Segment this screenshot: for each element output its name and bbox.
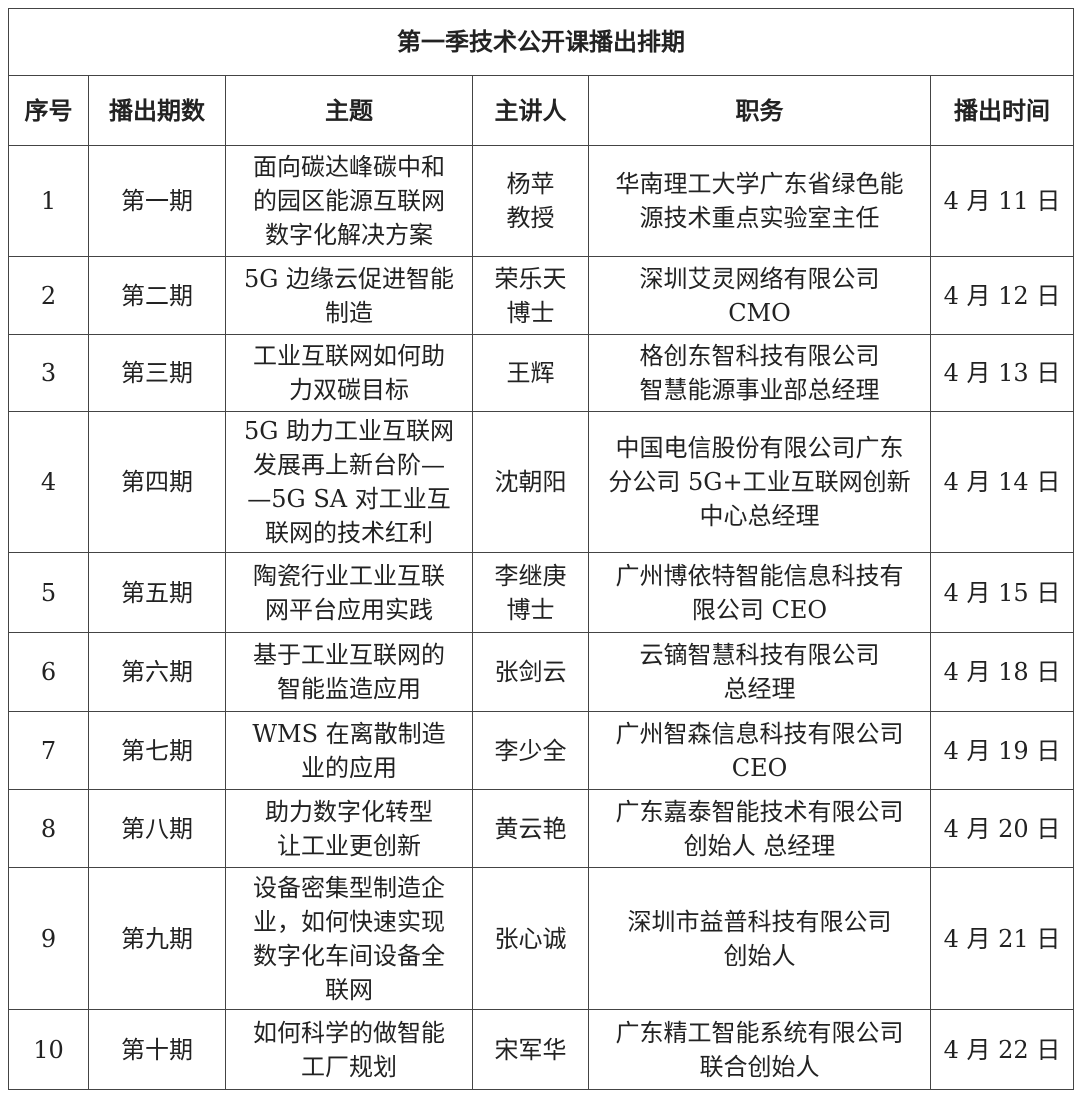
header-topic: 主题	[225, 75, 473, 146]
cell-position: 广州智森信息科技有限公司 CEO	[588, 711, 931, 790]
cell-air-date: 4 月 20 日	[930, 789, 1074, 868]
cell-position: 格创东智科技有限公司 智慧能源事业部总经理	[588, 334, 931, 412]
table-row: 1 第一期 面向碳达峰碳中和 的园区能源互联网 数字化解决方案 杨苹 教授 华南理工大学…	[8, 145, 1074, 257]
cell-topic: 如何科学的做智能 工厂规划	[225, 1009, 473, 1090]
cell-speaker: 杨苹 教授	[472, 145, 589, 257]
cell-episode: 第一期	[88, 145, 226, 257]
cell-index: 7	[8, 711, 89, 790]
cell-air-date: 4 月 21 日	[930, 867, 1074, 1010]
cell-episode: 第七期	[88, 711, 226, 790]
cell-episode: 第六期	[88, 632, 226, 712]
cell-speaker: 李少全	[472, 711, 589, 790]
cell-episode: 第五期	[88, 552, 226, 633]
cell-air-date: 4 月 19 日	[930, 711, 1074, 790]
cell-speaker: 张剑云	[472, 632, 589, 712]
cell-index: 9	[8, 867, 89, 1010]
cell-topic: 5G 助力工业互联网 发展再上新台阶— —5G SA 对工业互 联网的技术红利	[225, 411, 473, 553]
cell-episode: 第十期	[88, 1009, 226, 1090]
header-row: 序号 播出期数 主题 主讲人 职务 播出时间	[8, 75, 1074, 146]
cell-air-date: 4 月 13 日	[930, 334, 1074, 412]
table-row: 7 第七期 WMS 在离散制造 业的应用 李少全 广州智森信息科技有限公司 CEO 4 月…	[8, 711, 1074, 790]
cell-topic: 工业互联网如何助 力双碳目标	[225, 334, 473, 412]
cell-episode: 第三期	[88, 334, 226, 412]
header-index: 序号	[8, 75, 89, 146]
cell-index: 3	[8, 334, 89, 412]
cell-episode: 第八期	[88, 789, 226, 868]
cell-air-date: 4 月 22 日	[930, 1009, 1074, 1090]
cell-index: 4	[8, 411, 89, 553]
cell-speaker: 沈朝阳	[472, 411, 589, 553]
table-title: 第一季技术公开课播出排期	[8, 8, 1074, 76]
table-row: 9 第九期 设备密集型制造企 业，如何快速实现 数字化车间设备全 联网 张心诚 深圳市益…	[8, 867, 1074, 1010]
cell-position: 中国电信股份有限公司广东 分公司 5G+工业互联网创新 中心总经理	[588, 411, 931, 553]
cell-speaker: 张心诚	[472, 867, 589, 1010]
cell-speaker: 李继庚 博士	[472, 552, 589, 633]
cell-position: 广州博依特智能信息科技有 限公司 CEO	[588, 552, 931, 633]
cell-topic: 基于工业互联网的 智能监造应用	[225, 632, 473, 712]
cell-air-date: 4 月 14 日	[930, 411, 1074, 553]
cell-air-date: 4 月 18 日	[930, 632, 1074, 712]
cell-topic: 面向碳达峰碳中和 的园区能源互联网 数字化解决方案	[225, 145, 473, 257]
cell-air-date: 4 月 15 日	[930, 552, 1074, 633]
table-row: 4 第四期 5G 助力工业互联网 发展再上新台阶— —5G SA 对工业互 联网的技…	[8, 411, 1074, 553]
table-row: 6 第六期 基于工业互联网的 智能监造应用 张剑云 云镝智慧科技有限公司 总经理 4 月 …	[8, 632, 1074, 712]
table-row: 8 第八期 助力数字化转型 让工业更创新 黄云艳 广东嘉泰智能技术有限公司 创始人 总经…	[8, 789, 1074, 868]
header-air-date: 播出时间	[930, 75, 1074, 146]
cell-topic: 助力数字化转型 让工业更创新	[225, 789, 473, 868]
cell-episode: 第四期	[88, 411, 226, 553]
header-episode: 播出期数	[88, 75, 226, 146]
header-speaker: 主讲人	[472, 75, 589, 146]
cell-topic: 设备密集型制造企 业，如何快速实现 数字化车间设备全 联网	[225, 867, 473, 1010]
cell-speaker: 宋军华	[472, 1009, 589, 1090]
cell-position: 广东嘉泰智能技术有限公司 创始人 总经理	[588, 789, 931, 868]
schedule-table: 第一季技术公开课播出排期 序号 播出期数 主题 主讲人 职务 播出时间 1 第一期…	[8, 8, 1074, 1090]
cell-position: 深圳市益普科技有限公司 创始人	[588, 867, 931, 1010]
cell-episode: 第二期	[88, 256, 226, 335]
cell-topic: WMS 在离散制造 业的应用	[225, 711, 473, 790]
cell-index: 10	[8, 1009, 89, 1090]
cell-topic: 5G 边缘云促进智能 制造	[225, 256, 473, 335]
cell-index: 5	[8, 552, 89, 633]
cell-index: 2	[8, 256, 89, 335]
cell-position: 华南理工大学广东省绿色能 源技术重点实验室主任	[588, 145, 931, 257]
table-row: 5 第五期 陶瓷行业工业互联 网平台应用实践 李继庚 博士 广州博依特智能信息科技有 限…	[8, 552, 1074, 633]
cell-speaker: 黄云艳	[472, 789, 589, 868]
cell-index: 6	[8, 632, 89, 712]
table-row: 2 第二期 5G 边缘云促进智能 制造 荣乐天 博士 深圳艾灵网络有限公司 CMO 4 月…	[8, 256, 1074, 335]
cell-index: 1	[8, 145, 89, 257]
cell-air-date: 4 月 11 日	[930, 145, 1074, 257]
cell-position: 广东精工智能系统有限公司 联合创始人	[588, 1009, 931, 1090]
header-position: 职务	[588, 75, 931, 146]
cell-speaker: 荣乐天 博士	[472, 256, 589, 335]
title-row: 第一季技术公开课播出排期	[8, 8, 1074, 76]
cell-position: 云镝智慧科技有限公司 总经理	[588, 632, 931, 712]
cell-air-date: 4 月 12 日	[930, 256, 1074, 335]
cell-speaker: 王辉	[472, 334, 589, 412]
table-row: 3 第三期 工业互联网如何助 力双碳目标 王辉 格创东智科技有限公司 智慧能源事业部总经…	[8, 334, 1074, 412]
cell-index: 8	[8, 789, 89, 868]
cell-episode: 第九期	[88, 867, 226, 1010]
table-row: 10 第十期 如何科学的做智能 工厂规划 宋军华 广东精工智能系统有限公司 联合创始人 4…	[8, 1009, 1074, 1090]
cell-topic: 陶瓷行业工业互联 网平台应用实践	[225, 552, 473, 633]
cell-position: 深圳艾灵网络有限公司 CMO	[588, 256, 931, 335]
